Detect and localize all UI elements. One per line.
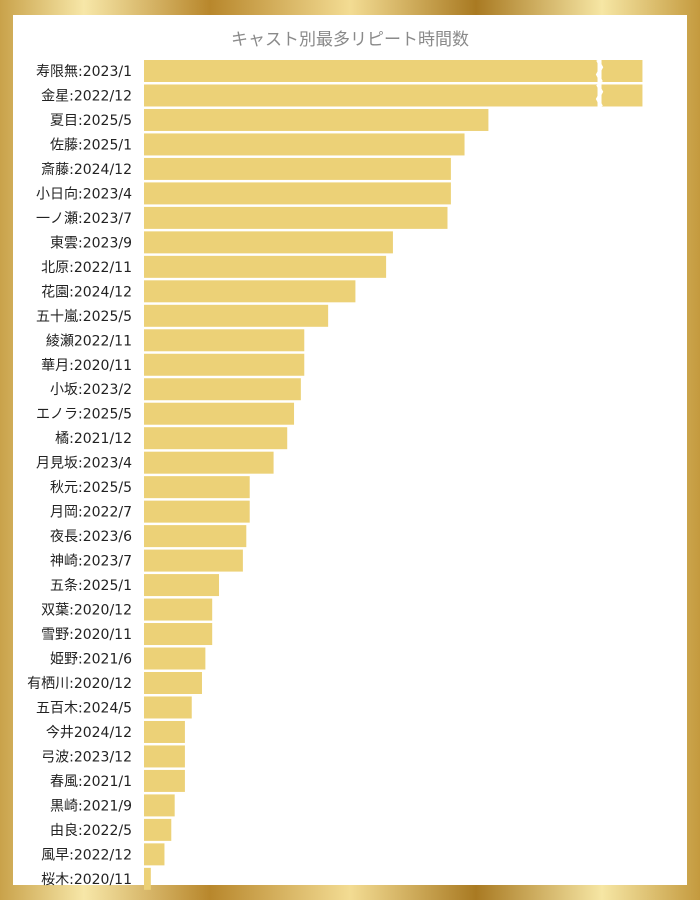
bars-group: 寿限無:2023/1 金星:2022/12 夏目:2025/5 佐藤:2025/1 斎藤… [27, 59, 643, 890]
category-label: 夏目:2025/5 [50, 113, 132, 129]
bar [144, 672, 202, 694]
category-label: 桜木:2020/11 [41, 872, 132, 888]
axis-break-mark [595, 83, 604, 108]
category-label: 小日向:2023/4 [36, 186, 132, 202]
category-label: 春風:2021/1 [50, 774, 132, 790]
bar [144, 451, 274, 474]
bar [144, 843, 165, 866]
category-label: 双葉:2020/12 [41, 603, 132, 619]
bar [144, 231, 393, 254]
bar [144, 157, 451, 180]
category-label: 月岡:2022/7 [50, 505, 132, 521]
category-label: 小坂:2023/2 [50, 382, 132, 398]
category-label: 由良:2022/5 [50, 823, 132, 839]
bar [144, 329, 305, 352]
category-label: 佐藤:2025/1 [50, 137, 132, 153]
category-label: 風早:2022/12 [41, 847, 132, 863]
bar [144, 867, 151, 890]
category-label: 姫野:2021/6 [50, 652, 132, 668]
category-label: 神崎:2023/7 [50, 554, 132, 570]
category-label: 斎藤:2024/12 [41, 161, 132, 178]
category-label: 一ノ瀬:2023/7 [36, 211, 132, 227]
category-label: 今井2024/12 [46, 725, 132, 741]
bar [144, 427, 288, 450]
bar [144, 84, 598, 107]
category-label: エノラ:2025/5 [36, 407, 132, 423]
category-label: 綾瀬2022/11 [46, 333, 132, 349]
bar [144, 378, 301, 401]
category-label: 有栖川:2020/12 [27, 676, 132, 692]
bar-overflow-segment [601, 60, 643, 82]
bar [144, 745, 185, 768]
bar-overflow-segment [601, 84, 643, 107]
bar [144, 60, 598, 82]
bar [144, 574, 220, 597]
category-label: 雪野:2020/11 [41, 627, 132, 643]
bar [144, 818, 172, 841]
category-label: 金星:2022/12 [41, 88, 132, 104]
bar [144, 255, 387, 278]
category-label: 橘:2021/12 [55, 431, 132, 447]
bar [144, 623, 213, 646]
bar [144, 647, 206, 670]
bar [144, 769, 185, 792]
category-label: 北原:2022/11 [41, 260, 132, 276]
bar [144, 500, 250, 523]
bar [144, 696, 192, 719]
bar [144, 108, 489, 131]
category-label: 弓波:2023/12 [41, 749, 132, 765]
bar [144, 794, 175, 817]
bar [144, 133, 465, 156]
category-label: 東雲:2023/9 [50, 235, 132, 251]
axis-break-mark [595, 59, 604, 83]
category-label: 五条:2025/1 [50, 577, 132, 594]
bar [144, 280, 356, 303]
category-label: 秋元:2025/5 [50, 480, 132, 496]
category-label: 月見坂:2023/4 [36, 456, 132, 472]
category-label: 華月:2020/11 [41, 358, 132, 374]
category-label: 黒崎:2021/9 [50, 798, 132, 814]
bar [144, 598, 213, 621]
chart-title: キャスト別最多リピート時間数 [231, 30, 469, 50]
bar [144, 206, 448, 229]
bar [144, 549, 243, 572]
bar [144, 525, 247, 548]
category-label: 寿限無:2023/1 [36, 63, 132, 80]
bar [144, 476, 250, 499]
bar [144, 353, 305, 376]
category-label: 五十嵐:2025/5 [36, 309, 132, 325]
bar [144, 402, 295, 425]
bar [144, 182, 451, 205]
bar [144, 720, 185, 743]
bar [144, 304, 329, 327]
category-label: 花園:2024/12 [41, 284, 132, 300]
category-label: 五百木:2024/5 [36, 700, 132, 716]
category-label: 夜長:2023/6 [50, 529, 132, 545]
